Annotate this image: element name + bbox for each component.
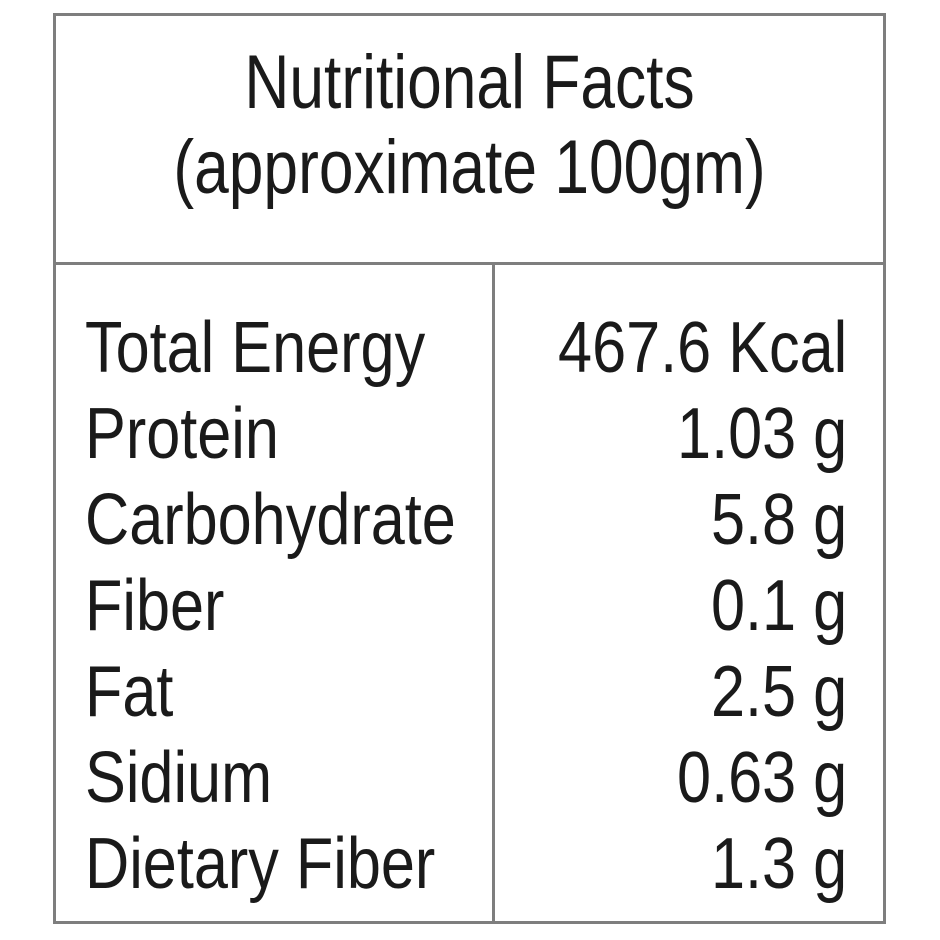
nutrient-name: Dietary Fiber <box>85 824 436 904</box>
nutrient-value: 2.5 g <box>710 652 847 732</box>
nutrient-value: 0.63 g <box>676 738 847 818</box>
nutrient-value: 467.6 Kcal <box>557 308 847 388</box>
nutrient-name: Sidium <box>85 738 273 818</box>
table-row: Total Energy 467.6 Kcal <box>56 305 883 391</box>
column-divider <box>492 265 495 921</box>
nutrient-value: 0.1 g <box>710 566 847 646</box>
nutrient-name: Fat <box>85 652 174 732</box>
table-row: Sidium 0.63 g <box>56 735 883 821</box>
nutrition-facts-label: Nutritional Facts (approximate 100gm) To… <box>53 13 886 924</box>
nutrient-name: Carbohydrate <box>85 480 456 560</box>
nutrient-name: Protein <box>85 394 279 474</box>
nutrient-name: Fiber <box>85 566 225 646</box>
label-header: Nutritional Facts (approximate 100gm) <box>56 16 883 265</box>
nutrient-value: 5.8 g <box>710 480 847 560</box>
table-row: Fiber 0.1 g <box>56 563 883 649</box>
table-row: Carbohydrate 5.8 g <box>56 477 883 563</box>
label-title: Nutritional Facts <box>244 40 695 125</box>
table-row: Protein 1.03 g <box>56 391 883 477</box>
label-subtitle: (approximate 100gm) <box>173 125 766 210</box>
table-row: Fat 2.5 g <box>56 649 883 735</box>
table-row: Dietary Fiber 1.3 g <box>56 821 883 907</box>
nutrient-table: Total Energy 467.6 Kcal Protein 1.03 g C… <box>56 265 883 921</box>
nutrient-value: 1.3 g <box>710 824 847 904</box>
nutrient-name: Total Energy <box>85 308 426 388</box>
nutrient-value: 1.03 g <box>676 394 847 474</box>
